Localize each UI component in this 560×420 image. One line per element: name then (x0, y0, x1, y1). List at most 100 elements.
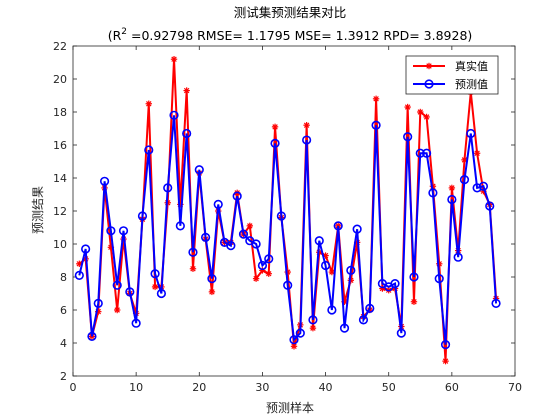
series-line (78, 115, 498, 345)
y-tick-label: 6 (60, 304, 67, 317)
y-tick-label: 10 (53, 238, 67, 251)
data-point (194, 165, 204, 175)
data-point (295, 328, 305, 338)
data-point (150, 269, 160, 279)
asterisk-stroke (209, 289, 215, 295)
data-point (106, 226, 116, 236)
data-point (207, 274, 217, 284)
y-tick-label: 8 (60, 271, 67, 284)
asterisk-stroke (474, 150, 480, 156)
data-point (213, 199, 223, 209)
legend-box (405, 55, 499, 95)
data-point (114, 306, 121, 314)
data-point (289, 335, 299, 345)
data-point (118, 226, 129, 236)
asterisk-stroke (266, 270, 272, 277)
data-point (478, 181, 489, 191)
legend-label: 真实值 (455, 59, 488, 73)
data-point (448, 184, 456, 192)
asterisk-stroke (423, 114, 430, 120)
data-point (423, 113, 430, 121)
data-point (417, 108, 424, 116)
data-point (265, 270, 272, 277)
data-point (170, 56, 178, 63)
y-tick-label: 2 (60, 370, 67, 383)
data-point (320, 260, 331, 271)
data-point (156, 288, 166, 299)
data-point (232, 191, 242, 201)
data-point (390, 279, 400, 289)
data-point (87, 331, 97, 342)
axes (72, 45, 516, 377)
data-point (74, 270, 84, 280)
data-point (409, 272, 419, 282)
legend-entry: 真实值 (413, 59, 488, 73)
data-point (145, 100, 152, 107)
x-tick-label: 20 (192, 381, 206, 394)
data-point (404, 103, 411, 111)
asterisk-stroke (76, 261, 83, 267)
data-point (188, 247, 198, 257)
data-point (112, 280, 122, 290)
data-point (264, 254, 274, 264)
data-point (144, 145, 154, 155)
data-point (238, 229, 249, 239)
asterisk-stroke (329, 269, 335, 275)
data-point (283, 280, 293, 290)
x-tick-label: 10 (129, 381, 143, 394)
data-point (270, 138, 280, 148)
data-point (276, 211, 286, 221)
data-point (308, 315, 318, 325)
asterisk-stroke (417, 109, 424, 115)
legend-marker (425, 62, 433, 70)
y-tick-label: 14 (53, 172, 67, 185)
data-point (415, 148, 425, 158)
data-point (201, 232, 211, 242)
data-point (485, 201, 495, 211)
asterisk-stroke (114, 307, 120, 313)
data-point (403, 132, 413, 142)
asterisk-stroke (373, 96, 379, 102)
asterisk-stroke (183, 87, 190, 94)
data-point (372, 95, 380, 102)
legend-entry: 预测值 (413, 78, 488, 91)
data-point (175, 221, 185, 231)
data-point (302, 135, 312, 145)
data-point (251, 239, 261, 249)
asterisk-stroke (404, 104, 411, 110)
asterisk-stroke (303, 122, 310, 128)
data-point (189, 265, 197, 272)
data-point (257, 260, 268, 271)
asterisk-stroke (442, 358, 449, 364)
data-point (459, 175, 470, 185)
data-point (339, 323, 350, 333)
asterisk-stroke (171, 56, 177, 62)
x-axis-label: 预测样本 (266, 400, 314, 415)
data-point (252, 275, 260, 282)
chart-title: 测试集预测结果对比 (234, 5, 347, 20)
data-point (246, 222, 253, 230)
x-tick-label: 70 (508, 381, 522, 394)
data-point (466, 128, 476, 139)
data-point (314, 236, 324, 246)
asterisk-stroke (247, 223, 253, 229)
y-axis-label: 预测结果 (31, 186, 45, 234)
asterisk-stroke (461, 157, 468, 163)
asterisk-stroke (272, 124, 278, 130)
plot-area-frame (72, 45, 516, 377)
asterisk-stroke (411, 299, 417, 305)
x-tick-label: 40 (319, 381, 333, 394)
data-point (226, 241, 236, 251)
data-point (428, 188, 438, 198)
data-point (309, 324, 317, 332)
y-tick-label: 18 (53, 106, 67, 119)
asterisk-stroke (310, 325, 316, 331)
x-tick-label: 50 (382, 381, 396, 394)
chart-subtitle: (R2 =0.92798 RMSE= 1.1795 MSE= 1.3912 RP… (108, 27, 473, 43)
data-point (472, 183, 482, 193)
subtitle-superscript: 2 (121, 27, 127, 37)
data-point (169, 110, 179, 120)
asterisk-stroke (146, 101, 152, 107)
data-point (491, 298, 501, 309)
data-point (327, 305, 337, 315)
